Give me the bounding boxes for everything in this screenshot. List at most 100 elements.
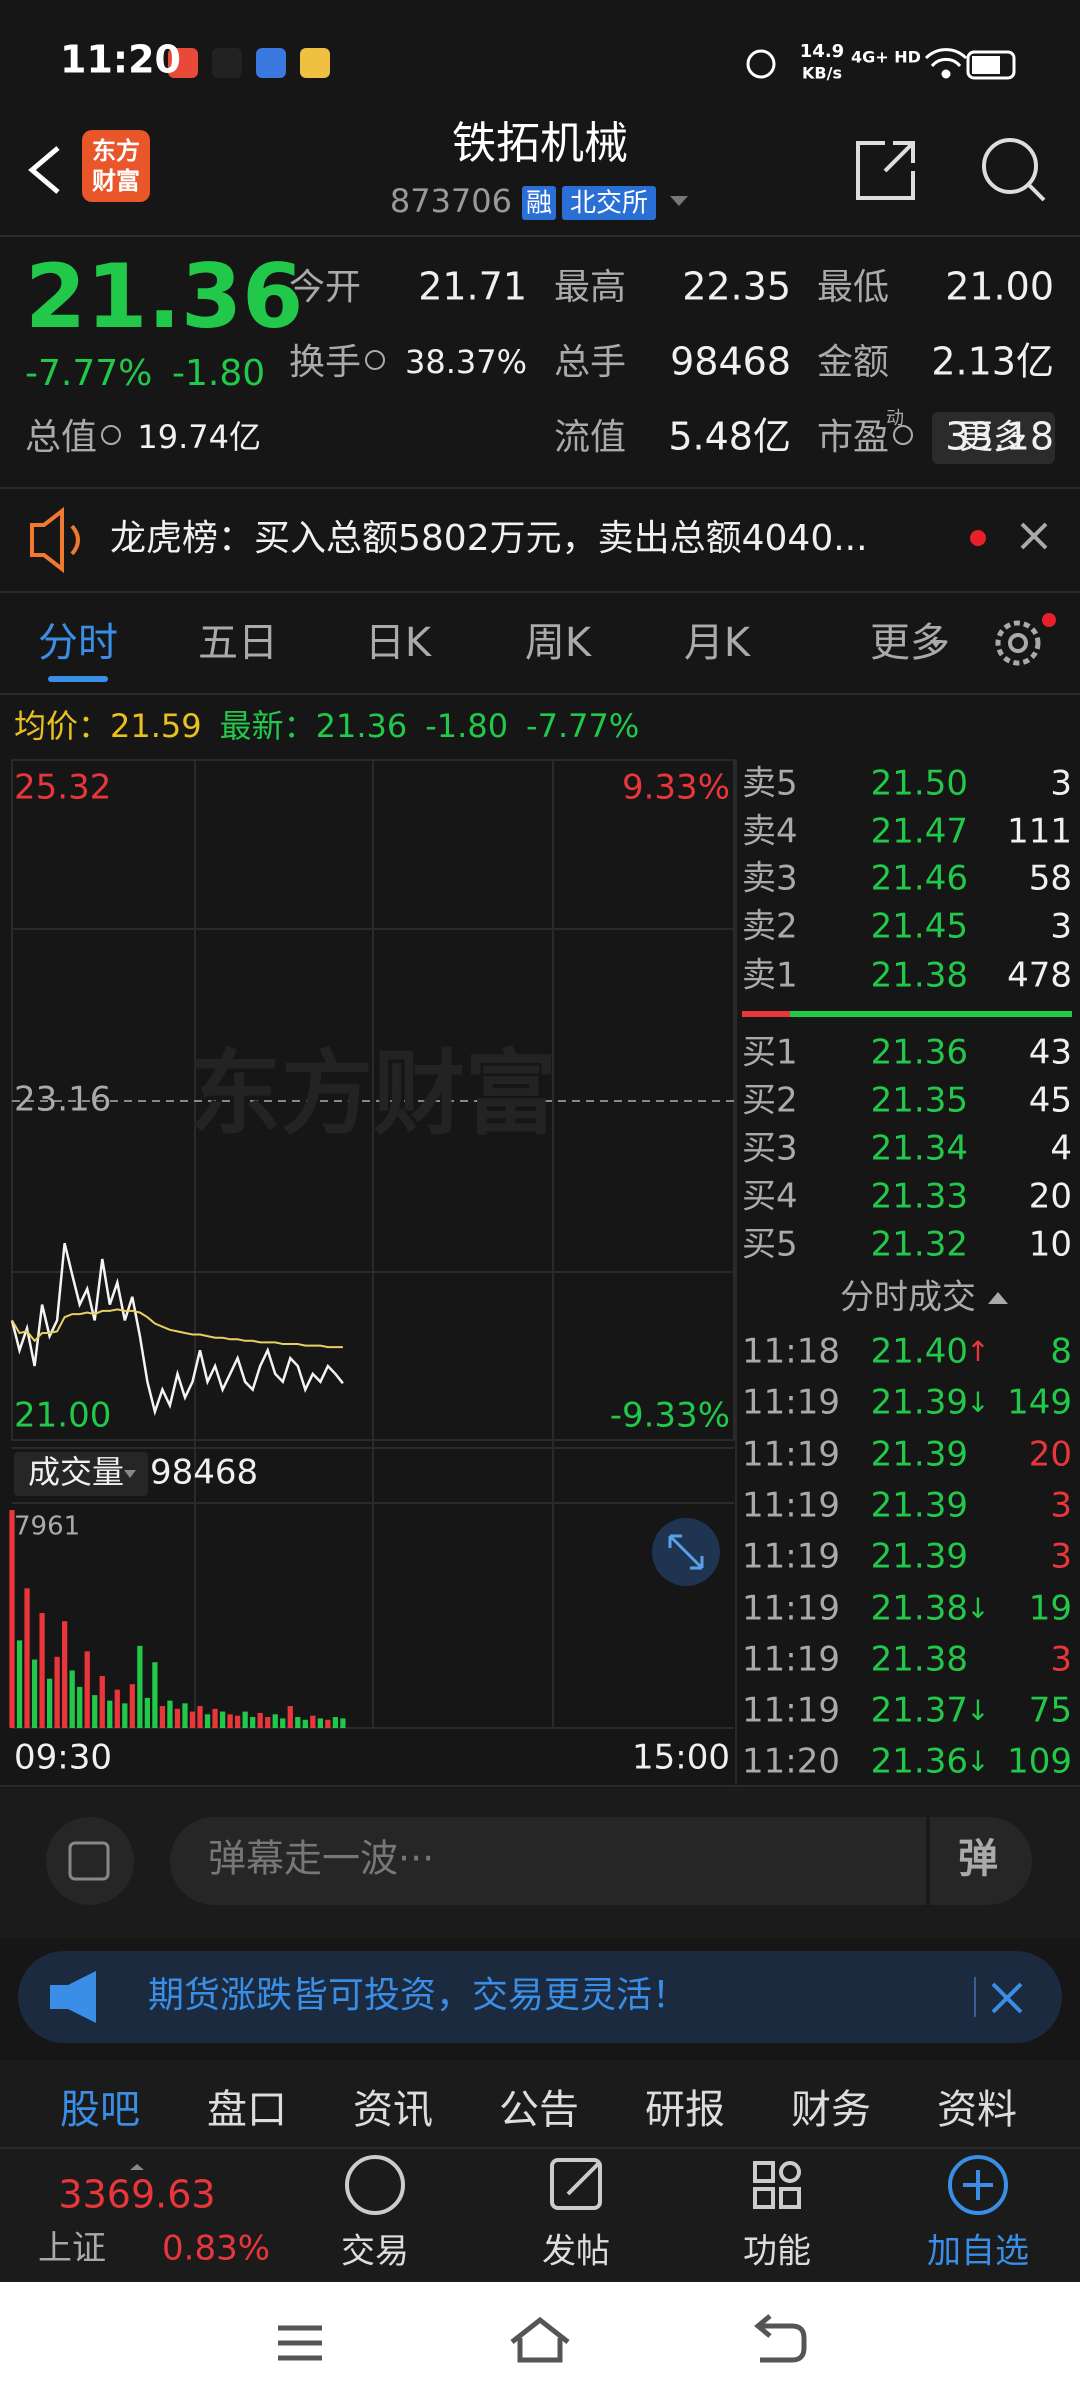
book-label: 买5 [742, 1225, 798, 1265]
bottom-tab[interactable]: 股吧 [60, 2087, 140, 2133]
logo-text: 财富 [92, 167, 140, 195]
info-icon [365, 350, 385, 370]
settings-icon[interactable] [995, 613, 1056, 666]
tick-time: 11:19 [742, 1537, 840, 1577]
volume-bar [152, 1662, 158, 1728]
banner[interactable] [18, 1951, 1062, 2043]
ticks-title[interactable]: 分时成交 [840, 1278, 976, 1318]
book-label: 卖3 [742, 859, 798, 899]
notice-bar[interactable] [0, 490, 1080, 590]
tab[interactable]: 分时 [38, 620, 118, 666]
tab[interactable]: 周K [525, 620, 593, 666]
volume-selector[interactable] [14, 1452, 148, 1496]
stat-label: 今开 [289, 267, 361, 308]
volume-bar [9, 1510, 15, 1728]
volume-bar [197, 1706, 203, 1728]
bottom-tab[interactable]: 研报 [645, 2087, 725, 2133]
book-qty: 58 [1029, 859, 1072, 899]
book-qty: 3 [1050, 907, 1072, 947]
network: 4G+ HD [851, 48, 921, 67]
tab[interactable]: 月K [684, 620, 752, 666]
tick-arrow: ↓ [966, 1592, 989, 1625]
tick-qty: 3 [1050, 1486, 1072, 1526]
nav-item[interactable]: 功能 [743, 2232, 811, 2272]
book-label: 买3 [742, 1129, 798, 1169]
price: 21.36 [25, 245, 303, 348]
tick-time: 11:19 [742, 1589, 840, 1629]
info-text: 最新： [220, 707, 316, 745]
book-price: 21.34 [871, 1129, 968, 1169]
banner-text[interactable]: 期货涨跌皆可投资，交易更灵活！ [148, 1975, 688, 2016]
nav-item[interactable]: 交易 [341, 2232, 409, 2272]
book-qty: 10 [1029, 1225, 1072, 1265]
bottom-tab[interactable]: 财务 [791, 2087, 871, 2133]
expand-button[interactable] [652, 1518, 720, 1586]
book-price: 21.33 [871, 1177, 968, 1217]
volume-bar [234, 1715, 241, 1728]
volume-bar [310, 1715, 316, 1728]
volume-bar [204, 1714, 211, 1728]
net-unit: KB/s [802, 64, 842, 83]
volume-bar [46, 1678, 53, 1728]
info-text: -1.80 [425, 707, 508, 745]
close-button[interactable] [1020, 522, 1048, 550]
tick-qty: 3 [1050, 1640, 1072, 1680]
tick-qty: 75 [1029, 1691, 1072, 1731]
volume-label[interactable]: 成交量 [28, 1453, 124, 1491]
system-nav-icons[interactable] [278, 2314, 807, 2363]
speaker-icon [30, 506, 80, 574]
comment-settings[interactable] [46, 1817, 134, 1905]
back-button[interactable] [28, 146, 60, 194]
stat-label: 市盈 [817, 417, 889, 458]
nav-item[interactable]: 加自选 [927, 2232, 1029, 2272]
book-price: 21.36 [871, 1033, 968, 1073]
volume-bar [174, 1708, 181, 1728]
axis-label: 25.32 [14, 768, 111, 808]
bottom-tab[interactable]: 公告 [499, 2087, 579, 2133]
index-value[interactable]: 3369.63 [58, 2173, 215, 2217]
bottom-tab[interactable]: 盘口 [207, 2087, 287, 2133]
volume-bar [317, 1718, 323, 1728]
bottom-tab[interactable]: 资讯 [353, 2087, 433, 2133]
stat-label: 总值 [25, 417, 97, 458]
book-label: 卖5 [742, 764, 798, 804]
volume-total: 98468 [150, 1453, 258, 1493]
avg-line [11, 1308, 343, 1349]
tick-time: 11:19 [742, 1435, 840, 1475]
volume-bar [302, 1719, 308, 1728]
status-icons [168, 48, 1016, 80]
banner-close[interactable] [991, 1982, 1023, 2014]
index-change[interactable]: 0.83% [162, 2229, 270, 2269]
volume-bar [114, 1689, 120, 1728]
tab[interactable]: 五日 [198, 620, 278, 666]
axis-label: 23.16 [14, 1080, 111, 1120]
nav-icons [345, 2155, 1008, 2215]
stat-value: 22.35 [682, 265, 791, 309]
info-text: 21.59 [110, 707, 202, 745]
book-qty: 3 [1050, 764, 1072, 804]
tick-price: 21.39 [871, 1537, 968, 1577]
bottom-tab[interactable]: 资料 [937, 2087, 1017, 2133]
more-label[interactable]: 更多 [959, 418, 1027, 458]
volume-bar [212, 1708, 218, 1728]
more-button[interactable] [932, 412, 1055, 464]
comment-placeholder[interactable]: 弹幕走一波··· [208, 1837, 434, 1881]
unread-dot [970, 530, 986, 546]
header-icons[interactable] [856, 138, 1046, 202]
megaphone-icon [50, 1971, 96, 2023]
tab[interactable]: 日K [365, 620, 433, 666]
index-name[interactable]: 上证 [38, 2229, 106, 2269]
nav-item[interactable]: 发帖 [542, 2232, 610, 2272]
comment-input[interactable] [170, 1817, 1032, 1905]
book-label: 卖2 [742, 907, 798, 947]
net-speed: 14.9 [800, 41, 844, 62]
bottom-panel [0, 2060, 1080, 2282]
tick-qty: 149 [1007, 1383, 1072, 1423]
tick-qty: 19 [1029, 1589, 1072, 1629]
tick-time: 11:19 [742, 1691, 840, 1731]
notice-text[interactable]: 龙虎榜：买入总额5802万元，卖出总额4040... [110, 518, 868, 559]
danmaku-button[interactable]: 弹 [958, 1836, 998, 1882]
volume-bar [167, 1700, 173, 1728]
